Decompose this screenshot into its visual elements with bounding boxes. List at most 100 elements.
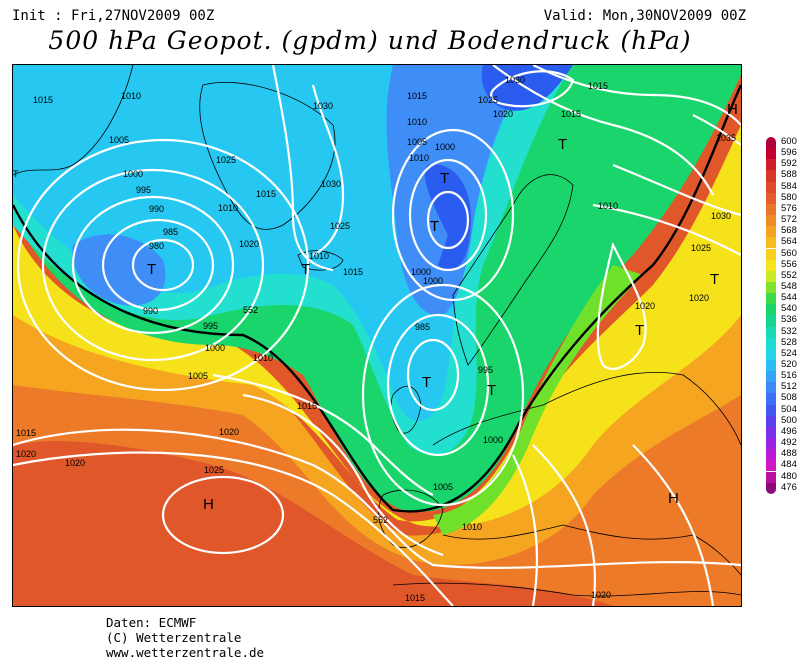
legend-swatch [766, 137, 776, 149]
isobar-east-1030 [612, 163, 741, 217]
isobar-label: 1015 [16, 428, 36, 438]
legend-label: 512 [781, 381, 797, 393]
legend-swatch [766, 304, 776, 316]
isobar-label: 1015 [256, 189, 276, 199]
legend-label: 532 [781, 325, 797, 337]
legend-swatch [766, 360, 776, 372]
legend-label: 524 [781, 347, 797, 359]
isobar-label: 1005 [109, 135, 129, 145]
pressure-centers: T T T T T T T T H H H T [147, 101, 738, 513]
pressure-center: T [440, 170, 449, 187]
coastline-africa [392, 582, 741, 597]
isobar-label: 1020 [689, 293, 709, 303]
isobar-label: 1020 [635, 301, 655, 311]
legend-label: 556 [781, 258, 797, 270]
map-canvas: 1015 1010 1030 1015 1010 1025 1020 1030 … [13, 65, 741, 606]
low-west-ring-4 [41, 168, 265, 362]
isobar-label: 1000 [411, 267, 431, 277]
isobar-label: 1025 [216, 155, 236, 165]
pressure-center: T [422, 374, 431, 391]
legend-swatch [766, 460, 776, 472]
legend-swatch [766, 293, 776, 305]
isobar-label: 995 [136, 185, 151, 195]
isobar-label: T [13, 169, 19, 179]
legend-label: 544 [781, 292, 797, 304]
low-north-ring-3 [391, 128, 515, 302]
isobar-label: 1010 [462, 522, 482, 532]
chart-title: 500 hPa Geopot. (gpdm) und Bodendruck (h… [48, 26, 692, 55]
light-green-zone [433, 265, 643, 535]
pressure-center: T [710, 271, 719, 288]
legend-label: 588 [781, 169, 797, 181]
low-north-ring-2 [408, 158, 488, 272]
low-west-ring-5 [16, 138, 310, 392]
isobar-label: 1000 [435, 142, 455, 152]
pressure-center: T [558, 136, 567, 153]
isobar-label: 1000 [123, 169, 143, 179]
contour-552 [13, 84, 741, 513]
low-south-ring-1 [406, 338, 460, 412]
legend-label: 520 [781, 359, 797, 370]
legend-swatch [766, 159, 776, 171]
coastline-greenland [199, 82, 336, 230]
legend-swatch [766, 237, 776, 249]
legend-swatch [766, 215, 776, 227]
low-west-ring-3 [71, 195, 235, 335]
isobar-label-layer: 1015 1010 1030 1015 1010 1025 1020 1030 … [13, 75, 736, 603]
isobar-label: 1030 [313, 101, 333, 111]
legend-swatch [766, 348, 776, 360]
isobar-label: 1005 [407, 137, 427, 147]
legend-label: 540 [781, 303, 797, 315]
low-north-ring-1 [426, 190, 470, 250]
isobar-label: 1010 [253, 353, 273, 363]
isobar-label: 1025 [204, 465, 224, 475]
isobar-label: 1000 [483, 435, 503, 445]
isobar-label: 1005 [188, 371, 208, 381]
legend-swatch [766, 281, 776, 294]
legend-label: 484 [781, 459, 797, 471]
isobar-south-1015 [13, 428, 741, 569]
isobar-label: 1030 [321, 179, 341, 189]
legend-swatch [766, 270, 776, 282]
isobar-label: 1015 [561, 109, 581, 119]
legend-label: 476 [781, 481, 797, 493]
legend-swatch [766, 170, 776, 182]
isobar-label: 1020 [591, 590, 611, 600]
isobar-east-1025 [592, 203, 741, 256]
pressure-center: H [727, 101, 738, 118]
legend-label: 576 [781, 202, 797, 214]
contour-label: 552 [373, 515, 388, 525]
low-south-ring-3 [361, 283, 525, 507]
isobar-label: 1025 [478, 95, 498, 105]
isobar-label: 1000 [423, 276, 443, 286]
legend-label: 600 [781, 136, 797, 147]
isobar-label: 1010 [409, 153, 429, 163]
legend-label: 572 [781, 214, 797, 226]
low-south-ring-2 [386, 313, 490, 457]
coastline-iberia [378, 489, 444, 548]
isobar-label: 1010 [598, 201, 618, 211]
isobar-label: 1030 [505, 75, 525, 85]
pressure-center: H [668, 490, 679, 507]
credits: Daten: ECMWF (C) Wetterzentrale www.wett… [106, 615, 264, 660]
isobar-label: 990 [149, 204, 164, 214]
legend-label: 500 [781, 414, 797, 426]
legend-label: 548 [781, 280, 797, 292]
isobar-label: 985 [415, 322, 430, 332]
legend-label: 568 [781, 225, 797, 237]
legend-swatch [766, 337, 776, 349]
isobar-se-1020 [532, 444, 597, 606]
pressure-center: H [203, 496, 214, 513]
blue-west [72, 234, 166, 306]
isobar-label: 1010 [407, 117, 427, 127]
legend-label: 560 [781, 247, 797, 259]
low-west-ring-2 [101, 218, 215, 312]
yellow-zone [13, 125, 741, 527]
isobar-mid-1015 [242, 393, 444, 557]
legend-swatch [766, 203, 776, 216]
isobar-label: 1030 [711, 211, 731, 221]
isobar-label: 1000 [205, 343, 225, 353]
isobar-east-1035 [692, 114, 741, 146]
init-time: Init : Fri,27NOV2009 00Z [12, 8, 215, 24]
isobar-label: 990 [143, 306, 158, 316]
